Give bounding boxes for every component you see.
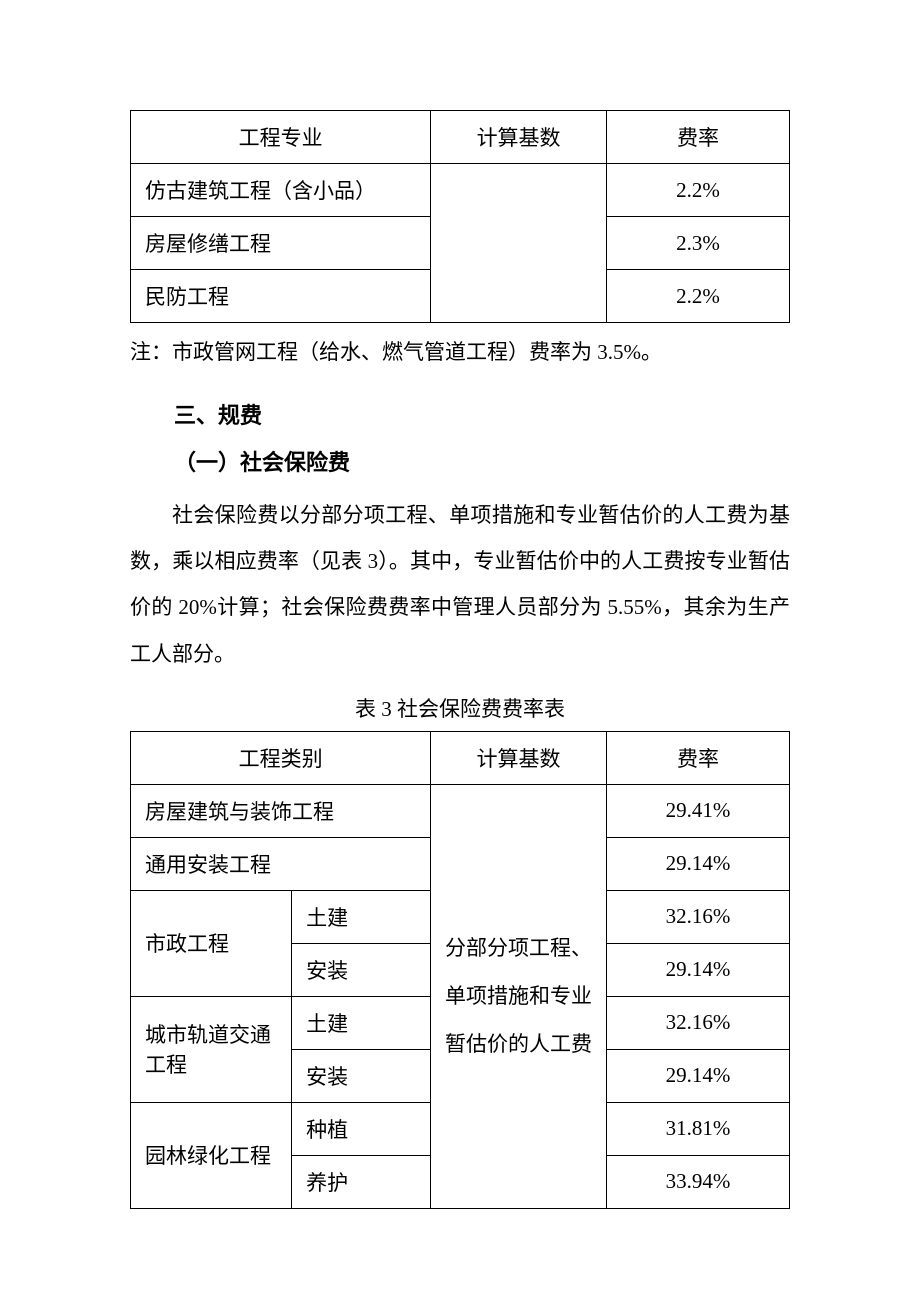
table-row: 房屋建筑与装饰工程 分部分项工程、单项措施和专业暂估价的人工费 29.41%: [131, 784, 790, 837]
table-cell-name: 房屋修缮工程: [131, 217, 431, 270]
table-row: 工程类别 计算基数 费率: [131, 731, 790, 784]
table-row: 仿古建筑工程（含小品） 2.2%: [131, 164, 790, 217]
table-cell-basis: 分部分项工程、单项措施和专业暂估价的人工费: [431, 784, 607, 1208]
table-cell-rate: 2.2%: [606, 270, 789, 323]
table-cell-sub: 种植: [292, 1102, 431, 1155]
table-cell-category: 通用安装工程: [131, 837, 431, 890]
section-3-paragraph: 社会保险费以分部分项工程、单项措施和专业暂估价的人工费为基数，乘以相应费率（见表…: [130, 492, 790, 677]
table-cell-rate: 31.81%: [606, 1102, 789, 1155]
section-3-heading: 三、规费: [130, 395, 790, 437]
subsection-3-1-heading: （一）社会保险费: [130, 442, 790, 484]
table-cell-rate: 29.14%: [606, 1049, 789, 1102]
table-cell-category: 市政工程: [131, 890, 292, 996]
table-header-cell: 计算基数: [431, 731, 607, 784]
table-1: 工程专业 计算基数 费率 仿古建筑工程（含小品） 2.2% 房屋修缮工程 2.3…: [130, 110, 790, 323]
table-cell-rate: 2.3%: [606, 217, 789, 270]
table-cell-sub: 养护: [292, 1155, 431, 1208]
table-cell-rate: 29.41%: [606, 784, 789, 837]
table-cell-name: 仿古建筑工程（含小品）: [131, 164, 431, 217]
table-cell-rate: 29.14%: [606, 943, 789, 996]
table-header-cell: 工程类别: [131, 731, 431, 784]
table-cell-rate: 33.94%: [606, 1155, 789, 1208]
table-cell-sub: 安装: [292, 943, 431, 996]
table-cell-sub: 安装: [292, 1049, 431, 1102]
table-cell-sub: 土建: [292, 890, 431, 943]
table-header-cell: 计算基数: [431, 111, 607, 164]
table-cell-category: 城市轨道交通工程: [131, 996, 292, 1102]
table-header-cell: 费率: [606, 111, 789, 164]
table-header-cell: 工程专业: [131, 111, 431, 164]
table-cell-rate: 29.14%: [606, 837, 789, 890]
table-3-caption: 表 3 社会保险费费率表: [130, 693, 790, 723]
table-cell-name: 民防工程: [131, 270, 431, 323]
table-cell-rate: 2.2%: [606, 164, 789, 217]
table-cell-rate: 32.16%: [606, 890, 789, 943]
document-content: 工程专业 计算基数 费率 仿古建筑工程（含小品） 2.2% 房屋修缮工程 2.3…: [130, 110, 790, 1209]
table-cell-sub: 土建: [292, 996, 431, 1049]
table-cell-category: 园林绿化工程: [131, 1102, 292, 1208]
table-3: 工程类别 计算基数 费率 房屋建筑与装饰工程 分部分项工程、单项措施和专业暂估价…: [130, 731, 790, 1209]
table-cell-category: 房屋建筑与装饰工程: [131, 784, 431, 837]
table-row: 工程专业 计算基数 费率: [131, 111, 790, 164]
table-cell-basis: [431, 164, 607, 323]
table-cell-rate: 32.16%: [606, 996, 789, 1049]
table-header-cell: 费率: [606, 731, 789, 784]
table-note: 注：市政管网工程（给水、燃气管道工程）费率为 3.5%。: [130, 337, 790, 369]
